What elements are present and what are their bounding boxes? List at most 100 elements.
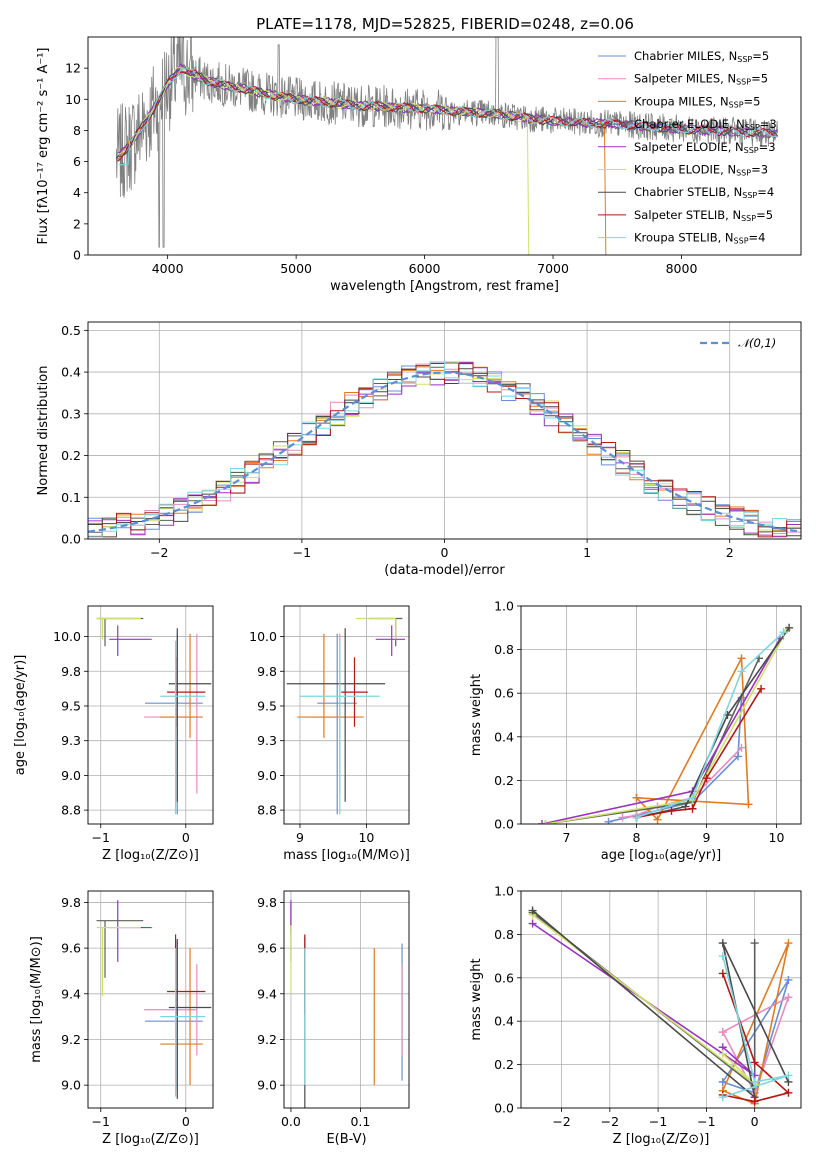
weight-line-chabrier_stelib <box>532 909 790 1100</box>
weight-marker-salpeter_stelib <box>667 806 676 815</box>
y-tick-label: 9.2 <box>61 1032 81 1047</box>
x-tick-label: −1 <box>293 545 311 560</box>
y-tick-label: 8 <box>73 123 81 138</box>
spectrum-panel: 4000 5000 6000 7000 8000 0 2 4 6 8 10 12 wavelength … <box>36 36 802 294</box>
x-tick-label: 7000 <box>537 261 569 276</box>
y-tick-label: 9.8 <box>257 895 277 910</box>
x-tick-label: 10 <box>358 830 374 845</box>
weight-marker-kroupa_stelib <box>688 793 697 802</box>
y-axis-label: mass weight <box>469 674 484 756</box>
weight-marker-kroupa_miles <box>737 654 746 663</box>
x-axis-label: mass [log₁₀(M/M⊙)] <box>283 848 410 863</box>
legend-tail: =5 <box>744 94 761 108</box>
axes-frame <box>520 605 802 825</box>
legend-name: Chabrier STELIB, N <box>634 185 742 199</box>
x-axis-label: wavelength [Angstrom, rest frame] <box>330 279 559 294</box>
weight-marker-kroupa_stelib <box>779 628 788 637</box>
weight-marker-kroupa_stelib <box>784 1071 793 1080</box>
residuals-histogram-panel: −2 −1 0 1 2 0.0 0.1 0.2 0.3 0.4 0.5 (data-model)/er… <box>36 321 802 578</box>
weight-marker-chabrier_miles <box>784 975 793 984</box>
y-tick-label: 8.8 <box>257 803 277 818</box>
weight-marker-kroupa_stelib <box>718 1093 727 1102</box>
axes-frame <box>87 605 214 825</box>
x-axis-label: E(B-V) <box>326 1132 366 1147</box>
y-tick-label: 9.8 <box>257 664 277 679</box>
legend-tail: =3 <box>759 140 776 154</box>
y-tick-label: 0.0 <box>61 532 81 547</box>
x-tick-label: 1 <box>583 545 591 560</box>
y-tick-label: 0.6 <box>494 970 514 985</box>
legend-name: Kroupa ELODIE, N <box>634 163 736 177</box>
y-tick-label: 9.4 <box>257 986 277 1001</box>
weight-marker-salpeter_elodie <box>538 820 546 824</box>
legend-name: Salpeter STELIB, N <box>634 208 741 222</box>
y-tick-label: 9.8 <box>61 895 81 910</box>
model-spectrum-salpeter_stelib <box>117 69 778 162</box>
x-tick-label: 6000 <box>409 261 441 276</box>
x-tick-label: 8 <box>633 830 641 845</box>
y-tick-label: 0.4 <box>494 729 514 744</box>
weight-line-kroupa_elodie <box>545 629 788 824</box>
x-axis-label: (data-model)/error <box>384 563 505 578</box>
weight-marker-kroupa_elodie <box>718 1049 727 1058</box>
y-tick-label: 9.8 <box>61 664 81 679</box>
legend-subscript: SSP <box>745 123 760 132</box>
plot-area <box>286 617 406 815</box>
legend-tail: =4 <box>757 185 774 199</box>
weight-marker-salpeter_miles <box>718 1028 727 1037</box>
legend-tail: =5 <box>751 72 768 86</box>
legend-tail: =3 <box>751 163 768 177</box>
weight-marker-kroupa_miles <box>784 939 793 948</box>
legend-entry-kroupa_miles: Kroupa MILES, NSSP=5 <box>634 94 760 109</box>
y-tick-label: 0.2 <box>494 1057 514 1072</box>
y-tick-label: 0.0 <box>494 1101 514 1116</box>
legend-tail: =5 <box>752 49 769 63</box>
legend-tail: =4 <box>749 231 766 245</box>
x-tick-label: 0 <box>182 830 190 845</box>
legend-subscript: SSP <box>736 169 751 178</box>
weight-marker-kroupa_stelib <box>750 1077 759 1086</box>
x-tick-label: 0.1 <box>350 1114 370 1129</box>
weight-line-chabrier_stelib <box>636 627 790 819</box>
y-tick-label: 0.1 <box>61 490 81 505</box>
x-tick-label: 9 <box>296 830 304 845</box>
legend-subscript: SSP <box>737 55 752 64</box>
weight-marker-salpeter_miles <box>784 993 793 1002</box>
legend-entry-kroupa_elodie: Kroupa ELODIE, NSSP=3 <box>634 163 768 178</box>
axes-frame <box>87 36 802 256</box>
mass-weight-vs-age-panel: 7 8 9 10 0.0 0.2 0.4 0.6 0.8 1.0 age [log₁₀(age/yr… <box>469 599 802 863</box>
weight-marker-salpeter_stelib <box>750 1097 759 1106</box>
x-tick-label: −2 <box>552 1114 570 1129</box>
y-tick-label: 2 <box>73 216 81 231</box>
x-tick-label: 0 <box>182 1114 190 1129</box>
legend-subscript: SSP <box>744 146 759 155</box>
weight-marker-salpeter_elodie <box>528 919 537 928</box>
x-tick-label: 4000 <box>152 261 184 276</box>
legend-subscript: SSP <box>736 78 751 87</box>
plot-area <box>290 900 403 1108</box>
y-tick-label: 8.8 <box>61 803 81 818</box>
legend-entry-chabrier_stelib: Chabrier STELIB, NSSP=4 <box>634 185 774 200</box>
x-tick-label: 7 <box>563 830 571 845</box>
weight-marker-chabrier_elodie <box>750 939 759 948</box>
weight-line-kroupa_stelib <box>636 631 785 819</box>
weight-marker-chabrier_miles <box>604 817 613 824</box>
x-tick-label: −1 <box>92 1114 110 1129</box>
y-tick-label: 0.4 <box>61 365 81 380</box>
y-axis-label: Normed distribution <box>36 366 51 496</box>
x-tick-label: 5000 <box>280 261 312 276</box>
age-vs-metallicity-panel: −1 0 8.8 9.0 9.3 9.5 9.8 10.0 Z [log₁₀(Z/Z⊙)] age… <box>13 605 214 863</box>
mass-weight-vs-metallicity-panel: −2 −2 −1 −1 0 0.0 0.2 0.4 0.6 0.8 1.0 Z [log₁₀(Z/Z⊙… <box>469 884 802 1147</box>
axes-frame <box>283 890 410 1109</box>
weight-marker-kroupa_stelib <box>632 813 641 822</box>
x-tick-label: −2 <box>601 1114 619 1129</box>
legend-name: Chabrier MILES, N <box>634 49 737 63</box>
x-tick-label: 0.0 <box>281 1114 301 1129</box>
y-tick-label: 1.0 <box>494 884 514 899</box>
y-tick-label: 0 <box>73 248 81 263</box>
residual-histogram-kroupa_stelib <box>88 361 801 538</box>
y-tick-label: 0.2 <box>494 773 514 788</box>
x-tick-label: −2 <box>150 545 168 560</box>
plot-area <box>115 37 779 255</box>
